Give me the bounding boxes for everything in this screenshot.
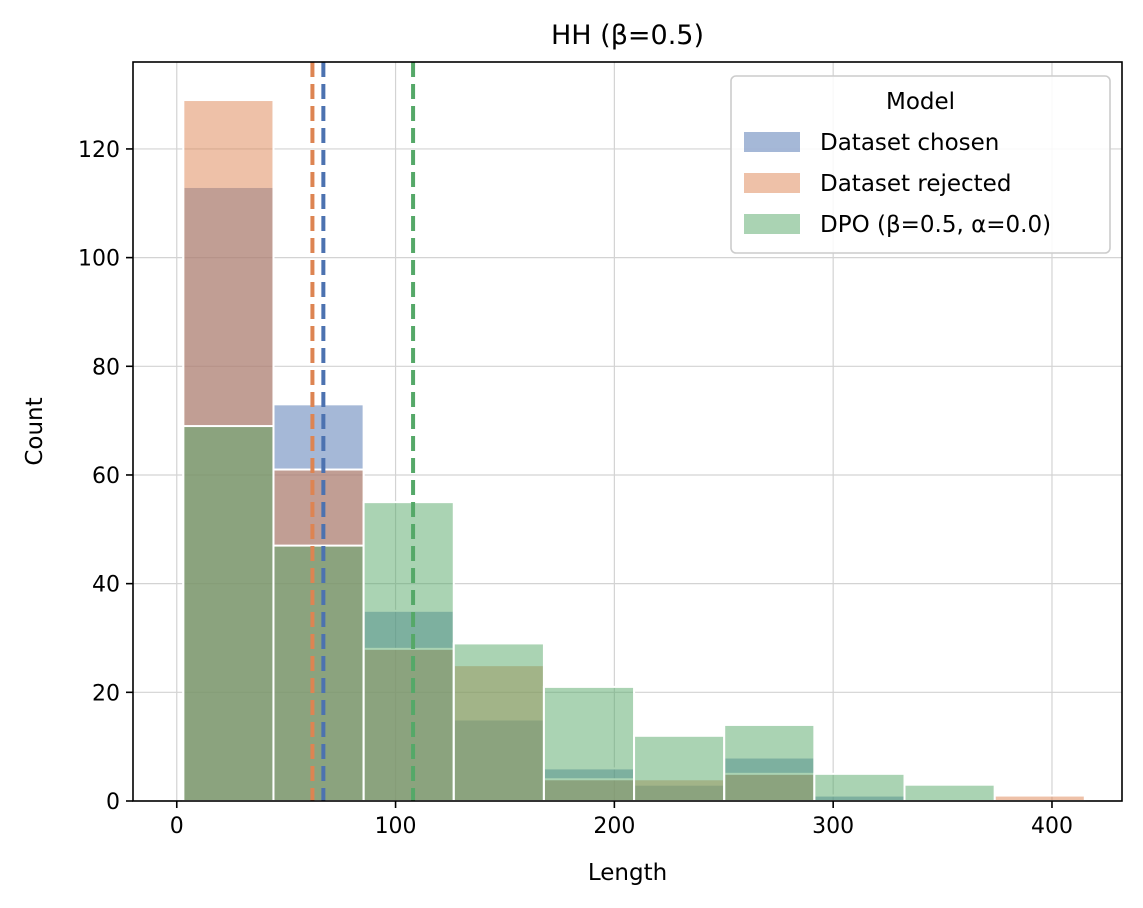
histogram-bar [723, 723, 816, 802]
x-axis-ticks: 0 100 200 300 400 [170, 801, 1073, 839]
x-tick-label: 0 [170, 814, 184, 839]
legend: Model Dataset chosen Dataset rejected DPO … [730, 75, 1111, 254]
histogram-bars [182, 99, 1086, 803]
histogram-bar [272, 544, 365, 802]
histogram-bar [813, 772, 906, 802]
histogram-bar [633, 734, 726, 803]
histogram-bar [362, 501, 455, 802]
y-tick-label: 80 [92, 355, 120, 380]
y-tick-label: 40 [92, 573, 120, 598]
legend-box [730, 75, 1111, 254]
histogram-bar [452, 642, 545, 803]
histogram-bar [182, 425, 275, 802]
y-tick-label: 60 [92, 464, 120, 489]
y-tick-label: 20 [92, 681, 120, 706]
y-tick-label: 100 [78, 247, 120, 272]
x-axis-label: Length [588, 860, 667, 886]
axes-border [132, 61, 1123, 802]
axes-frame [132, 61, 1123, 802]
legend-label: DPO (β=0.5, α=0.0) [820, 212, 1051, 238]
y-tick-label: 0 [106, 790, 120, 815]
x-tick-label: 400 [1031, 814, 1073, 839]
legend-label: Dataset rejected [820, 171, 1011, 197]
legend-swatch [744, 173, 800, 193]
histogram-bar [542, 685, 636, 802]
y-axis-ticks: 0 20 40 60 80 100 120 [78, 138, 133, 815]
legend-title: Model [886, 89, 955, 115]
x-tick-label: 100 [375, 814, 417, 839]
x-tick-label: 200 [593, 814, 635, 839]
mean-lines [310, 62, 416, 801]
histogram-bar [903, 783, 996, 803]
x-tick-label: 300 [812, 814, 854, 839]
histogram-bar [993, 794, 1086, 802]
y-axis-label: Count [22, 397, 48, 465]
y-tick-label: 120 [78, 138, 120, 163]
chart-title: HH (β=0.5) [551, 20, 704, 51]
legend-swatch [744, 132, 800, 152]
legend-swatch [744, 214, 800, 234]
legend-label: Dataset chosen [820, 130, 999, 156]
